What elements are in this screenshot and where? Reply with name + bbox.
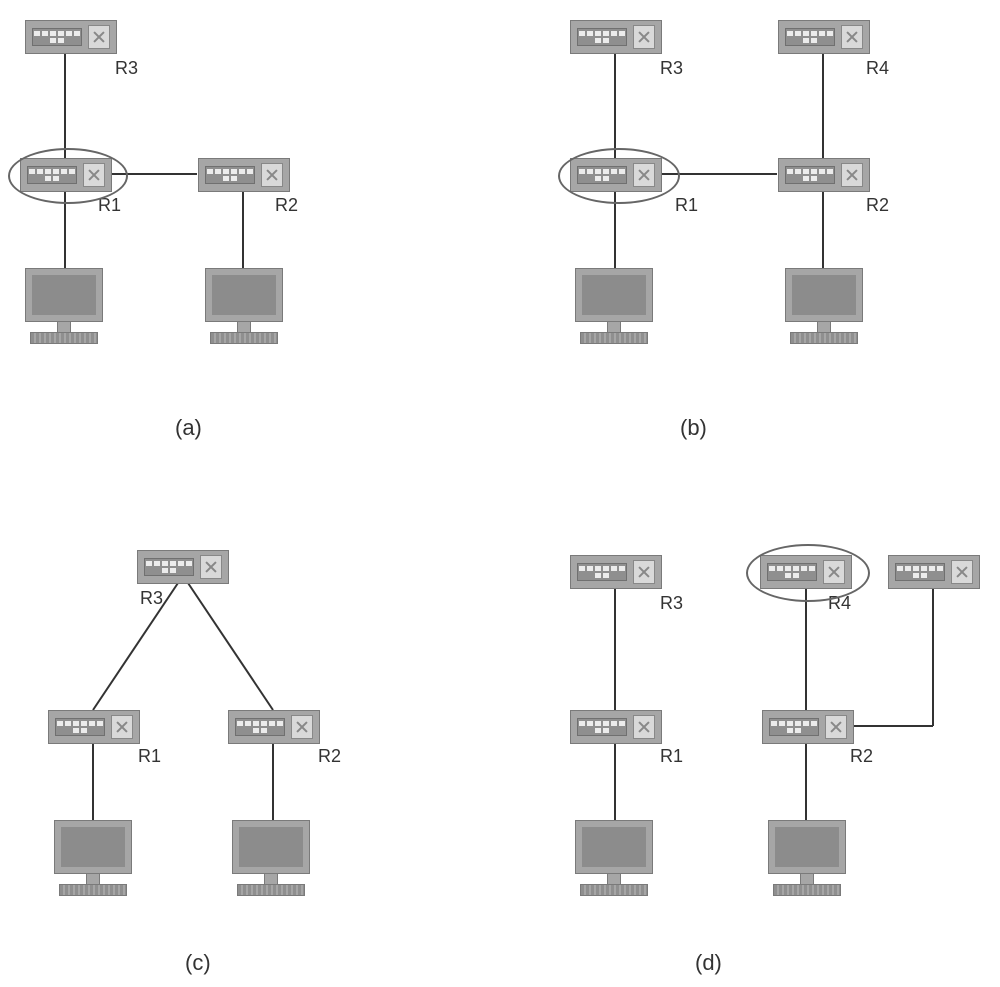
panel-caption: (d) — [695, 950, 722, 976]
router-icon — [137, 550, 229, 584]
panel-caption: (b) — [680, 415, 707, 441]
panel-caption: (c) — [185, 950, 211, 976]
connections — [30, 530, 430, 980]
computer-icon — [785, 268, 863, 344]
router-icon — [228, 710, 320, 744]
router-label: R2 — [866, 195, 889, 216]
highlight-ellipse — [558, 148, 680, 204]
router-icon — [198, 158, 290, 192]
router-label: R1 — [660, 746, 683, 767]
computer-icon — [232, 820, 310, 896]
connections — [520, 0, 960, 460]
router-label: R4 — [866, 58, 889, 79]
router-label: R2 — [275, 195, 298, 216]
router-icon — [888, 555, 980, 589]
computer-icon — [768, 820, 846, 896]
computer-icon — [205, 268, 283, 344]
router-icon — [570, 555, 662, 589]
router-icon — [48, 710, 140, 744]
panel-c: R3 R1 R2 (c) — [30, 530, 430, 980]
router-label: R3 — [115, 58, 138, 79]
highlight-ellipse — [8, 148, 128, 204]
router-label: R1 — [138, 746, 161, 767]
router-label: R3 — [140, 588, 163, 609]
router-label: R2 — [318, 746, 341, 767]
router-icon — [778, 158, 870, 192]
router-label: R3 — [660, 58, 683, 79]
panel-a: R3R1R2(a) — [0, 0, 430, 460]
highlight-ellipse — [746, 544, 870, 602]
panel-d: R3R4R1R2(d) — [520, 530, 990, 980]
router-icon — [570, 20, 662, 54]
panel-b: R3 R4 R1 R2 (b) — [520, 0, 960, 460]
router-icon — [778, 20, 870, 54]
computer-icon — [25, 268, 103, 344]
computer-icon — [575, 268, 653, 344]
router-icon — [762, 710, 854, 744]
router-icon — [570, 710, 662, 744]
router-label: R3 — [660, 593, 683, 614]
panel-caption: (a) — [175, 415, 202, 441]
connections — [0, 0, 430, 460]
computer-icon — [54, 820, 132, 896]
connections — [520, 530, 990, 980]
router-icon — [25, 20, 117, 54]
router-label: R1 — [675, 195, 698, 216]
router-label: R2 — [850, 746, 873, 767]
computer-icon — [575, 820, 653, 896]
